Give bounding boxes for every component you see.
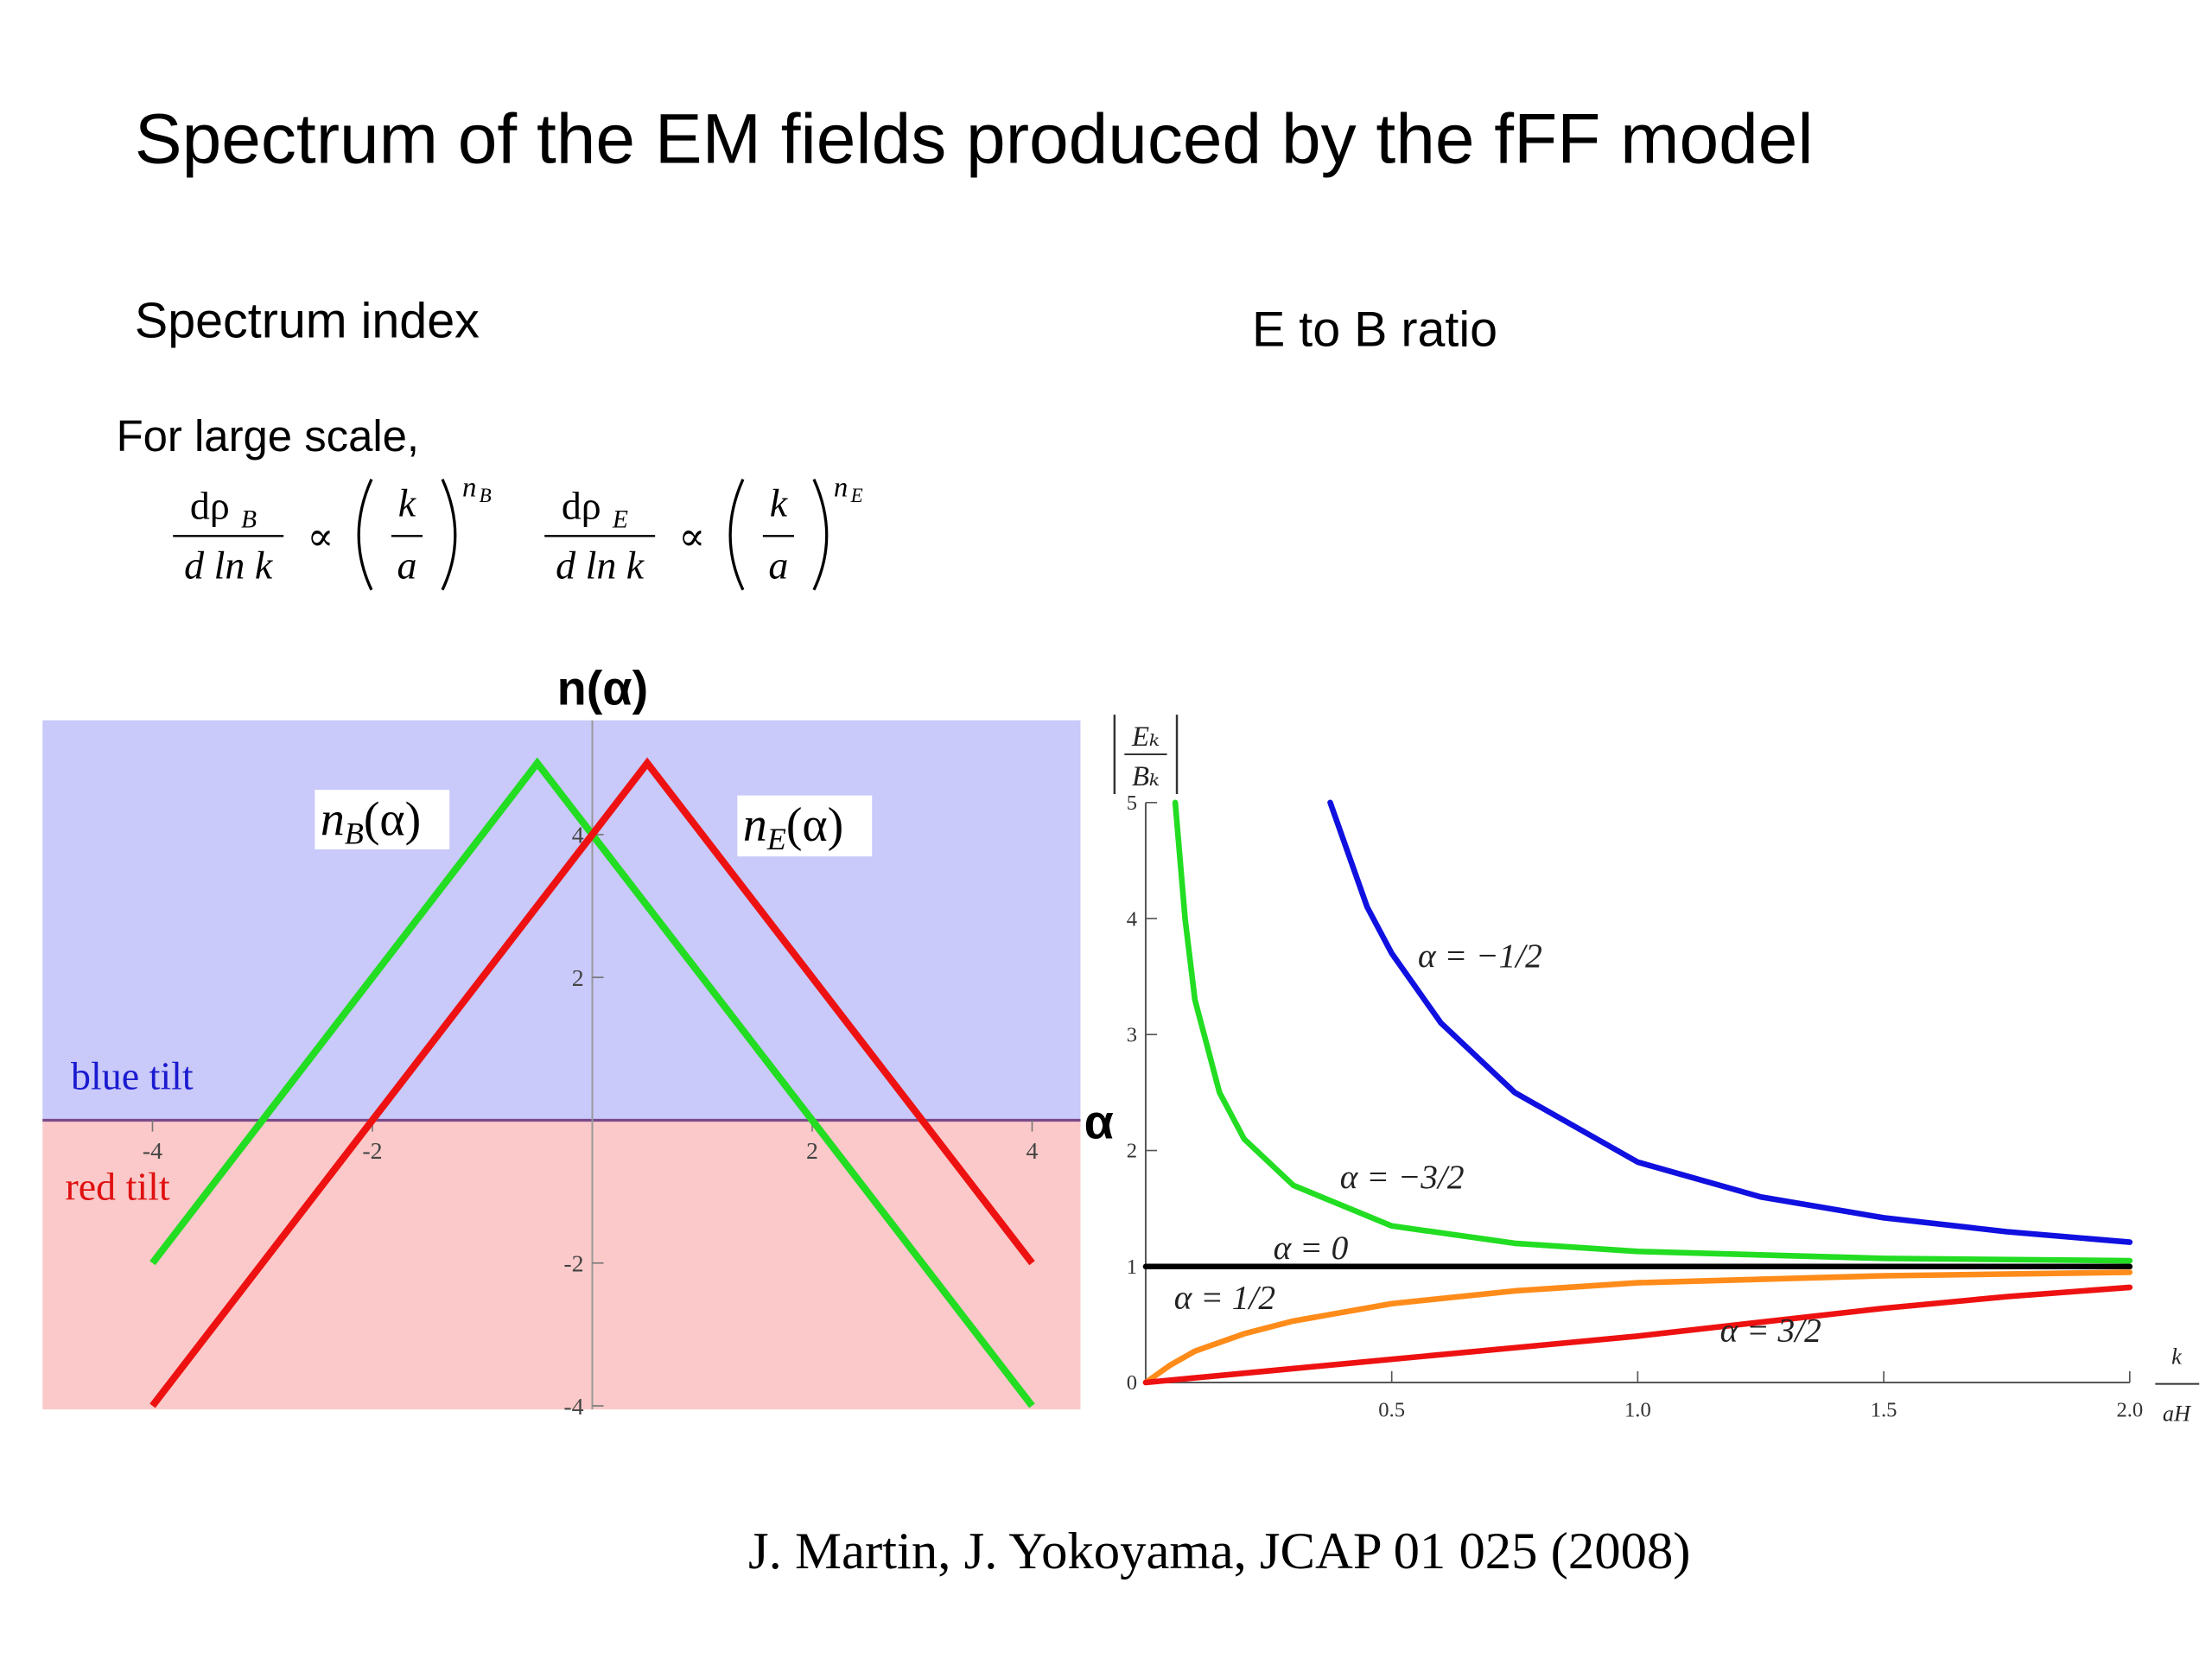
series-label: α = −1/2 — [1418, 937, 1542, 975]
series-label: α = 1/2 — [1174, 1279, 1275, 1317]
label-box — [737, 795, 873, 857]
numerator: dρ — [562, 484, 601, 528]
label-sub: E — [766, 822, 786, 856]
numerator: dρ — [190, 484, 230, 528]
denominator: d ln k — [184, 543, 274, 588]
denominator: d ln k — [556, 543, 645, 588]
y-tick-label: -2 — [563, 1251, 583, 1278]
numerator-sub: E — [612, 505, 628, 533]
citation: J. Martin, J. Yokoyama, JCAP 01 025 (200… — [748, 1522, 1690, 1580]
y-axis-label: n(α) — [557, 661, 649, 715]
y-tick-label: 4 — [1127, 907, 1137, 931]
ratio-chart: 0.5 1.0 1.5 2.0 0 1 2 3 4 5 α = −1/2 α = −3/2 α = 0 α… — [1113, 715, 2200, 1426]
slide-title: Spectrum of the EM fields produced by th… — [135, 100, 1814, 179]
x-tick-label: 1.0 — [1624, 1398, 1651, 1421]
x-axis-label: α — [1084, 1095, 1114, 1149]
note: For large scale, — [117, 411, 420, 461]
paren — [728, 478, 745, 591]
exponent: n — [462, 472, 476, 503]
x-label-den: aH — [2163, 1401, 2192, 1426]
x-tick-label: -2 — [362, 1138, 382, 1165]
formula: dρ B d ln k ∝ k a n B — [173, 472, 492, 591]
x-tick-label: 2.0 — [2116, 1398, 2143, 1421]
series-line — [1327, 799, 2133, 1245]
left-heading: Spectrum index — [135, 294, 480, 349]
series-line — [149, 757, 1035, 1408]
exponent-sub: E — [850, 485, 863, 506]
numerator-sub: B — [241, 505, 257, 533]
region-label: red tilt — [65, 1164, 169, 1208]
base-denominator: a — [768, 543, 788, 588]
series-label: α = 0 — [1274, 1229, 1349, 1267]
x-label-num: k — [2171, 1344, 2183, 1370]
base-numerator: k — [770, 480, 789, 524]
x-tick-label: 0.5 — [1378, 1398, 1405, 1421]
label-main: n — [743, 798, 767, 852]
label-arg: (α) — [786, 798, 843, 852]
series-label: nB(α) — [321, 793, 421, 851]
series-line — [1142, 1269, 2133, 1386]
y-label-num: Eₖ — [1131, 721, 1160, 753]
base-numerator: k — [398, 480, 417, 524]
exponent: n — [834, 472, 848, 503]
x-tick-label: 2 — [806, 1138, 818, 1165]
y-tick-label: 4 — [572, 823, 584, 849]
proportional: ∝ — [307, 515, 334, 559]
base-denominator: a — [397, 543, 416, 588]
y-tick-label: 5 — [1127, 791, 1137, 815]
formula: dρ E d ln k ∝ k a n E — [544, 472, 863, 591]
x-tick-label: -4 — [143, 1138, 162, 1165]
label-arg: (α) — [364, 793, 421, 847]
label-sub: B — [345, 816, 364, 850]
paren — [812, 478, 829, 591]
series-line — [149, 757, 1035, 1408]
series-line — [1172, 799, 2133, 1264]
y-label-den: Bₖ — [1132, 761, 1160, 792]
series-label: nE(α) — [743, 798, 843, 856]
series-label: α = −3/2 — [1340, 1158, 1465, 1196]
paren — [357, 478, 373, 591]
region — [42, 720, 1081, 1121]
label-box — [315, 790, 450, 849]
exponent-sub: B — [480, 485, 492, 506]
right-heading: E to B ratio — [1252, 302, 1497, 357]
y-tick-label: 2 — [1127, 1140, 1137, 1163]
x-tick-label: 4 — [1027, 1138, 1039, 1165]
region — [42, 1120, 1081, 1410]
y-tick-label: 2 — [572, 965, 584, 992]
y-tick-label: -4 — [563, 1394, 583, 1421]
y-tick-label: 0 — [1127, 1371, 1137, 1395]
series-label: α = 3/2 — [1720, 1311, 1821, 1349]
proportional: ∝ — [678, 515, 705, 559]
x-tick-label: 1.5 — [1871, 1398, 1897, 1421]
label-main: n — [321, 793, 345, 847]
region-label: blue tilt — [71, 1053, 194, 1097]
series-line — [1142, 1284, 2133, 1386]
paren — [441, 478, 457, 591]
y-tick-label: 1 — [1127, 1255, 1137, 1279]
y-tick-label: 3 — [1127, 1023, 1137, 1046]
